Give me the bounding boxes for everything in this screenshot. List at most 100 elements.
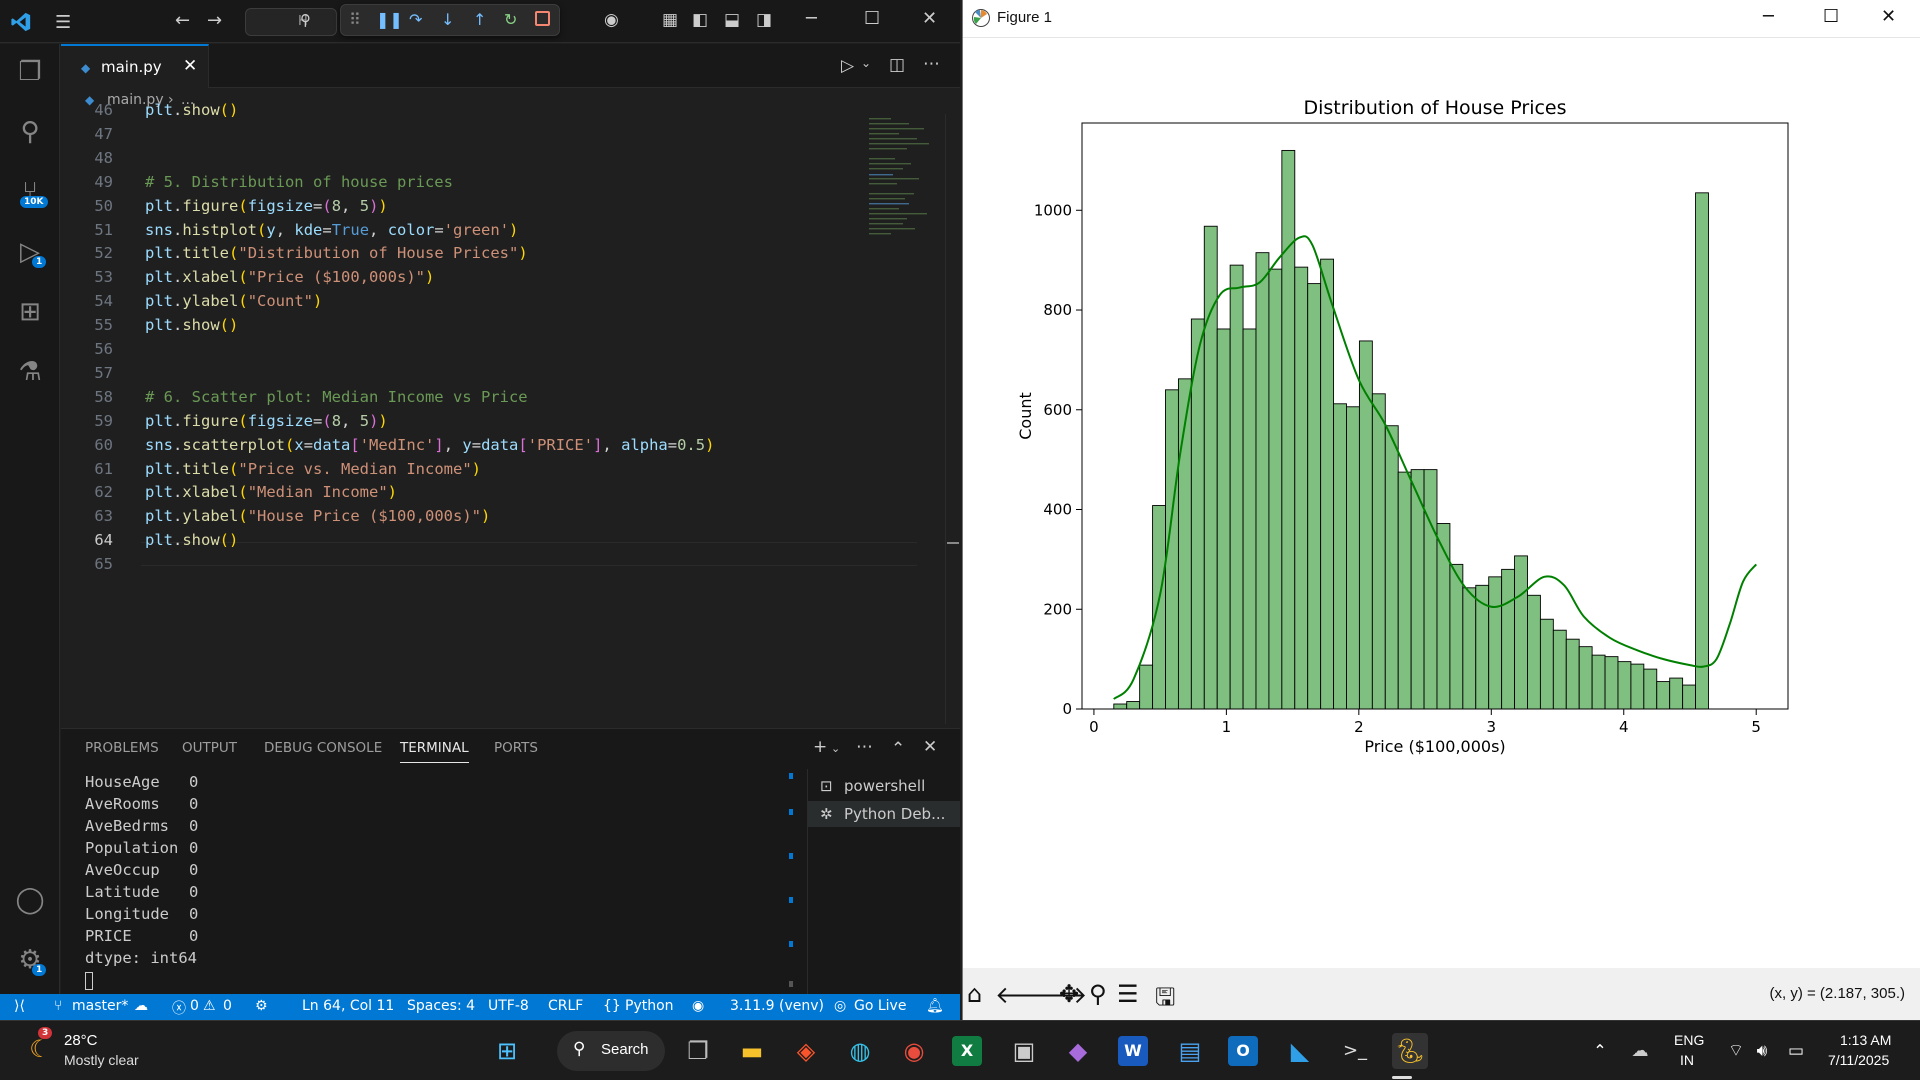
terminal-scrollbar[interactable] [789, 773, 793, 987]
tab-ports[interactable]: PORTS [494, 740, 538, 756]
copilot-icon[interactable]: ◉ [692, 998, 705, 1014]
zoom-icon[interactable]: ⚲ [1089, 980, 1107, 1008]
outlook-icon[interactable]: O [1228, 1036, 1258, 1066]
code-line[interactable]: 51 sns.histplot(y, kde=True, color='green… [61, 221, 861, 245]
code-line[interactable]: 63 plt.ylabel("House Price ($100,000s)") [61, 507, 861, 531]
onedrive-icon[interactable]: ☁ [1631, 1041, 1649, 1061]
task-view-icon[interactable]: ❐ [687, 1037, 709, 1065]
notepad-icon[interactable]: ▤ [1178, 1037, 1202, 1065]
forward-arrow-icon[interactable]: → [207, 10, 223, 31]
minimap[interactable] [867, 114, 947, 254]
toggle-secondary-sidebar-icon[interactable]: ◨ [756, 10, 773, 30]
customize-layout-icon[interactable]: ▦ [662, 10, 679, 30]
clock-date[interactable]: 7/11/2025 [1828, 1052, 1890, 1068]
debug-run-icon[interactable]: ⚙ [255, 998, 268, 1014]
python-interpreter[interactable]: 3.11.9 (venv) [730, 998, 824, 1014]
volume-icon[interactable]: 🔊︎ [1756, 1041, 1768, 1061]
vscode-taskbar-icon[interactable]: ◣ [1290, 1037, 1310, 1065]
battery-icon[interactable]: ▭ [1787, 1041, 1805, 1061]
more-actions-icon[interactable]: ⋯ [856, 737, 873, 757]
tab-debug-console[interactable]: DEBUG CONSOLE [264, 740, 383, 756]
code-line[interactable]: 64 plt.show() [61, 531, 861, 555]
split-editor-icon[interactable]: ◫ [889, 55, 906, 75]
weather-temp[interactable]: 28°C [64, 1032, 98, 1049]
back-arrow-icon[interactable]: ← [175, 10, 191, 31]
close-window-icon[interactable]: ✕ [922, 8, 938, 29]
weather-moon-icon[interactable]: ☾ [29, 1035, 51, 1063]
more-actions-icon[interactable]: ⋯ [923, 54, 940, 74]
brave-browser-icon[interactable]: ◈ [796, 1037, 816, 1065]
python-taskbar-icon[interactable]: 🐍︎ [1392, 1033, 1428, 1069]
tab-terminal[interactable]: TERMINAL [400, 740, 469, 763]
tab-main-py[interactable]: ◆ main.py ✕ [61, 44, 209, 88]
wifi-icon[interactable]: ⌔ [1728, 1041, 1744, 1061]
close-window-icon[interactable]: ✕ [1881, 6, 1897, 27]
edge-browser-icon[interactable]: ◍ [849, 1037, 871, 1065]
line-ending[interactable]: CRLF [548, 998, 584, 1014]
terminal-taskbar-icon[interactable]: >_ [1342, 1040, 1368, 1061]
maximize-icon[interactable]: ☐ [1823, 6, 1840, 27]
step-over-icon[interactable]: ↷ [409, 10, 423, 29]
save-icon[interactable]: 🖫 [1155, 983, 1176, 1011]
histogram-chart[interactable]: 0 1 2 3 4 5 0 200 400 600 800 1000 Distribution of… [963, 38, 1920, 968]
step-out-icon[interactable]: ↑ [473, 10, 487, 29]
configure-subplots-icon[interactable]: ☰ [1117, 980, 1139, 1008]
excel-icon[interactable]: X [952, 1036, 982, 1066]
code-line[interactable]: 48 [61, 149, 861, 173]
sync-icon[interactable]: ☁ [134, 998, 148, 1014]
chrome-browser-icon[interactable]: ◉ [903, 1037, 925, 1065]
git-branch[interactable]: master* [72, 998, 129, 1014]
terminal-item-python-debug[interactable]: ✲ Python Deb... [808, 801, 960, 827]
weather-desc[interactable]: Mostly clear [64, 1052, 139, 1068]
menu-icon[interactable]: ☰ [55, 12, 72, 33]
code-editor[interactable]: 46 plt.show() 47 48 49 # 5. Distribution of h… [61, 101, 960, 724]
windows-start-icon[interactable]: ⊞ [496, 1037, 518, 1065]
toggle-sidebar-icon[interactable]: ◧ [692, 10, 709, 30]
code-line[interactable]: 59 plt.figure(figsize=(8, 5)) [61, 412, 861, 436]
code-line[interactable]: 62 plt.xlabel("Median Income") [61, 483, 861, 507]
pause-icon[interactable]: ❚❚ [376, 10, 403, 29]
breadcrumb-symbols[interactable]: ... [181, 92, 195, 108]
language-mode[interactable]: Python [625, 998, 674, 1014]
new-terminal-plus-icon[interactable]: + [813, 737, 828, 757]
taskbar-search[interactable]: ⚲ Search [557, 1031, 665, 1071]
language-region[interactable]: IN [1680, 1052, 1694, 1068]
run-python-icon[interactable]: ▷ [841, 56, 855, 76]
code-line[interactable]: 50 plt.figure(figsize=(8, 5)) [61, 197, 861, 221]
code-line[interactable]: 56 [61, 340, 861, 364]
word-icon[interactable]: W [1118, 1036, 1148, 1066]
explorer-icon[interactable]: ❐ [18, 57, 42, 87]
step-into-icon[interactable]: ↓ [441, 10, 455, 29]
code-line[interactable]: 54 plt.ylabel("Count") [61, 292, 861, 316]
tab-problems[interactable]: PROBLEMS [85, 740, 159, 756]
terminal-item-powershell[interactable]: ⊡ powershell [808, 773, 960, 799]
code-line[interactable]: 49 # 5. Distribution of house prices [61, 173, 861, 197]
breadcrumb-file[interactable]: main.py [107, 92, 164, 108]
minimize-icon[interactable]: ─ [806, 8, 817, 29]
terminal-output[interactable]: HouseAge 0 AveRooms 0 AveBedrms 0 Population 0 A… [85, 773, 198, 993]
home-icon[interactable]: ⌂ [967, 980, 983, 1008]
code-line[interactable]: 65 [61, 555, 861, 579]
show-hidden-icons-chevron[interactable]: ⌃ [1593, 1041, 1607, 1060]
accounts-icon[interactable]: ◯ [15, 885, 45, 915]
go-live-button[interactable]: Go Live [854, 998, 907, 1014]
extensions-icon[interactable]: ⊞ [19, 297, 41, 327]
code-line[interactable]: 52 plt.title("Distribution of House Price… [61, 244, 861, 268]
forward-arrow-icon[interactable]: 🡒 [1023, 981, 1088, 1009]
warning-count[interactable]: 0 [223, 998, 232, 1014]
tab-output[interactable]: OUTPUT [182, 740, 238, 756]
testing-icon[interactable]: ⚗ [18, 357, 42, 387]
command-search-box[interactable]: H [245, 8, 337, 36]
code-line[interactable]: 53 plt.xlabel("Price ($100,000s)") [61, 268, 861, 292]
chevron-down-icon[interactable]: ⌄ [831, 742, 841, 755]
code-line[interactable]: 55 plt.show() [61, 316, 861, 340]
code-line[interactable]: 46 plt.show() [61, 101, 861, 125]
code-line[interactable]: 58 # 6. Scatter plot: Median Income vs Pr… [61, 388, 861, 412]
toggle-panel-icon[interactable]: ⬓ [724, 10, 741, 30]
back-arrow-icon[interactable]: 🡐 [995, 981, 1060, 1009]
remote-icon[interactable]: ⟩⟨ [14, 998, 25, 1014]
microsoft-store-icon[interactable]: ▣ [1012, 1037, 1036, 1065]
cursor-position[interactable]: Ln 64, Col 11 [302, 998, 395, 1014]
error-count[interactable]: 0 [190, 998, 199, 1014]
tab-close-icon[interactable]: ✕ [183, 56, 198, 76]
